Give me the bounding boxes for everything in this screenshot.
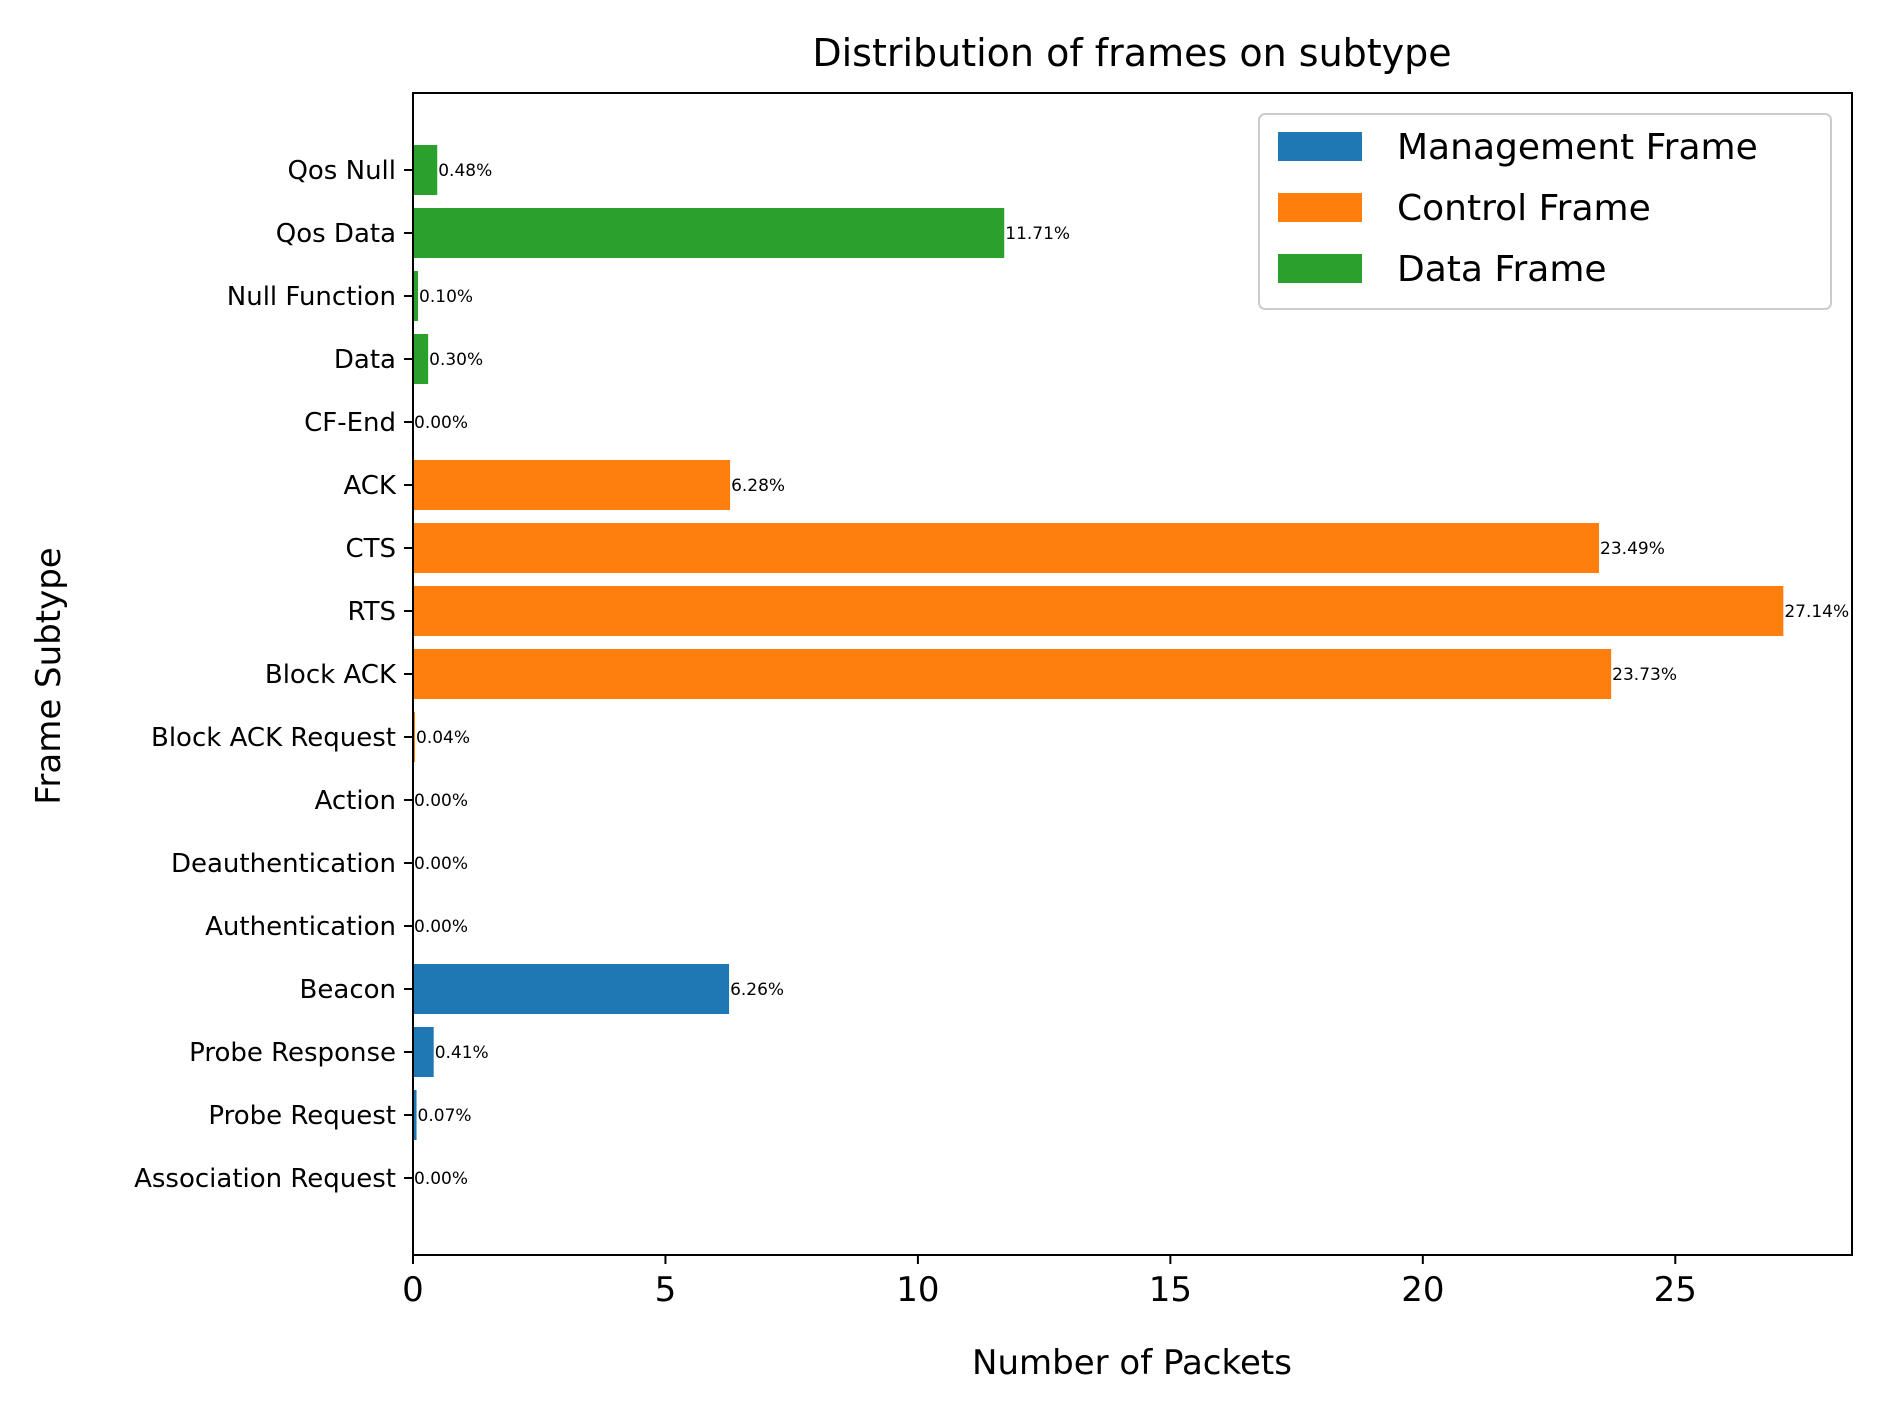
bar-cts bbox=[413, 523, 1600, 573]
y-tick-label: Probe Response bbox=[189, 1038, 396, 1068]
x-axis-label: Number of Packets bbox=[972, 1343, 1292, 1383]
y-tick-label: Qos Data bbox=[276, 219, 396, 249]
bar-value-label: 0.00% bbox=[414, 413, 468, 433]
bar-rts bbox=[413, 586, 1784, 636]
y-tick-label: Association Request bbox=[134, 1164, 396, 1194]
x-tick-label: 10 bbox=[896, 1270, 939, 1310]
bar-value-label: 0.04% bbox=[416, 728, 470, 748]
bar-value-label: 6.28% bbox=[731, 476, 785, 496]
legend-swatch bbox=[1278, 254, 1362, 283]
bar-value-label: 11.71% bbox=[1005, 224, 1070, 244]
bar-value-label: 0.00% bbox=[414, 917, 468, 937]
y-tick-label: Qos Null bbox=[287, 156, 396, 186]
x-tick-label: 25 bbox=[1654, 1270, 1697, 1310]
y-tick-label: Action bbox=[315, 786, 396, 816]
bar-beacon bbox=[413, 964, 730, 1014]
legend-swatch bbox=[1278, 193, 1362, 222]
y-tick-label: Deauthentication bbox=[171, 849, 396, 879]
bar-qos-null bbox=[413, 145, 438, 195]
bar-value-label: 0.00% bbox=[414, 1169, 468, 1189]
bars-group bbox=[413, 145, 1784, 1140]
y-ticks-group: Association Request Probe Request Probe Re… bbox=[134, 156, 413, 1194]
legend-entry-label: Management Frame bbox=[1397, 127, 1758, 168]
legend: Management Frame Control Frame Data Frame bbox=[1258, 113, 1832, 310]
chart-title: Distribution of frames on subtype bbox=[812, 31, 1451, 75]
bar-data bbox=[413, 334, 429, 384]
x-tick-label: 20 bbox=[1401, 1270, 1444, 1310]
y-tick-label: Authentication bbox=[205, 912, 396, 942]
bar-qos-data bbox=[413, 208, 1005, 258]
bar-value-label: 0.48% bbox=[438, 161, 492, 181]
bar-value-label: 6.26% bbox=[730, 980, 784, 1000]
x-ticks-group: 0 5 10 15 20 25 bbox=[402, 1255, 1697, 1310]
bar-block-ack-request bbox=[413, 712, 416, 762]
y-tick-label: Block ACK Request bbox=[151, 723, 396, 753]
x-tick-label: 5 bbox=[655, 1270, 677, 1310]
y-tick-label: RTS bbox=[347, 597, 396, 627]
legend-entry-label: Control Frame bbox=[1397, 188, 1651, 229]
y-tick-label: CF-End bbox=[304, 408, 396, 438]
bar-null-function bbox=[413, 271, 419, 321]
bar-value-label: 0.07% bbox=[418, 1106, 472, 1126]
y-axis-label: Frame Subtype bbox=[29, 547, 69, 804]
bar-value-label: 0.30% bbox=[429, 350, 483, 370]
y-tick-label: Probe Request bbox=[208, 1101, 396, 1131]
bar-value-label: 0.10% bbox=[419, 287, 473, 307]
data-labels-group: 0.00% 0.07% 0.41% 6.26% 0.00% 0.00% 0.00% 0.04%… bbox=[414, 161, 1849, 1189]
y-tick-label: ACK bbox=[343, 471, 396, 501]
x-tick-label: 15 bbox=[1149, 1270, 1192, 1310]
bar-ack bbox=[413, 460, 731, 510]
legend-entry-label: Data Frame bbox=[1397, 249, 1607, 290]
legend-box bbox=[1258, 113, 1832, 310]
y-tick-label: Beacon bbox=[300, 975, 396, 1005]
plot-frame bbox=[412, 92, 1853, 1256]
bar-probe-request bbox=[413, 1090, 417, 1140]
bar-value-label: 23.73% bbox=[1612, 665, 1677, 685]
y-tick-label: Block ACK bbox=[265, 660, 397, 690]
bar-value-label: 0.00% bbox=[414, 854, 468, 874]
bar-value-label: 23.49% bbox=[1600, 539, 1665, 559]
bar-value-label: 0.00% bbox=[414, 791, 468, 811]
bar-block-ack bbox=[413, 649, 1612, 699]
x-tick-label: 0 bbox=[402, 1270, 424, 1310]
y-tick-label: Data bbox=[334, 345, 396, 375]
y-tick-label: CTS bbox=[345, 534, 396, 564]
bar-value-label: 27.14% bbox=[1784, 602, 1849, 622]
bar-value-label: 0.41% bbox=[435, 1043, 489, 1063]
bar-probe-response bbox=[413, 1027, 434, 1077]
y-tick-label: Null Function bbox=[227, 282, 396, 312]
legend-swatch bbox=[1278, 132, 1362, 161]
